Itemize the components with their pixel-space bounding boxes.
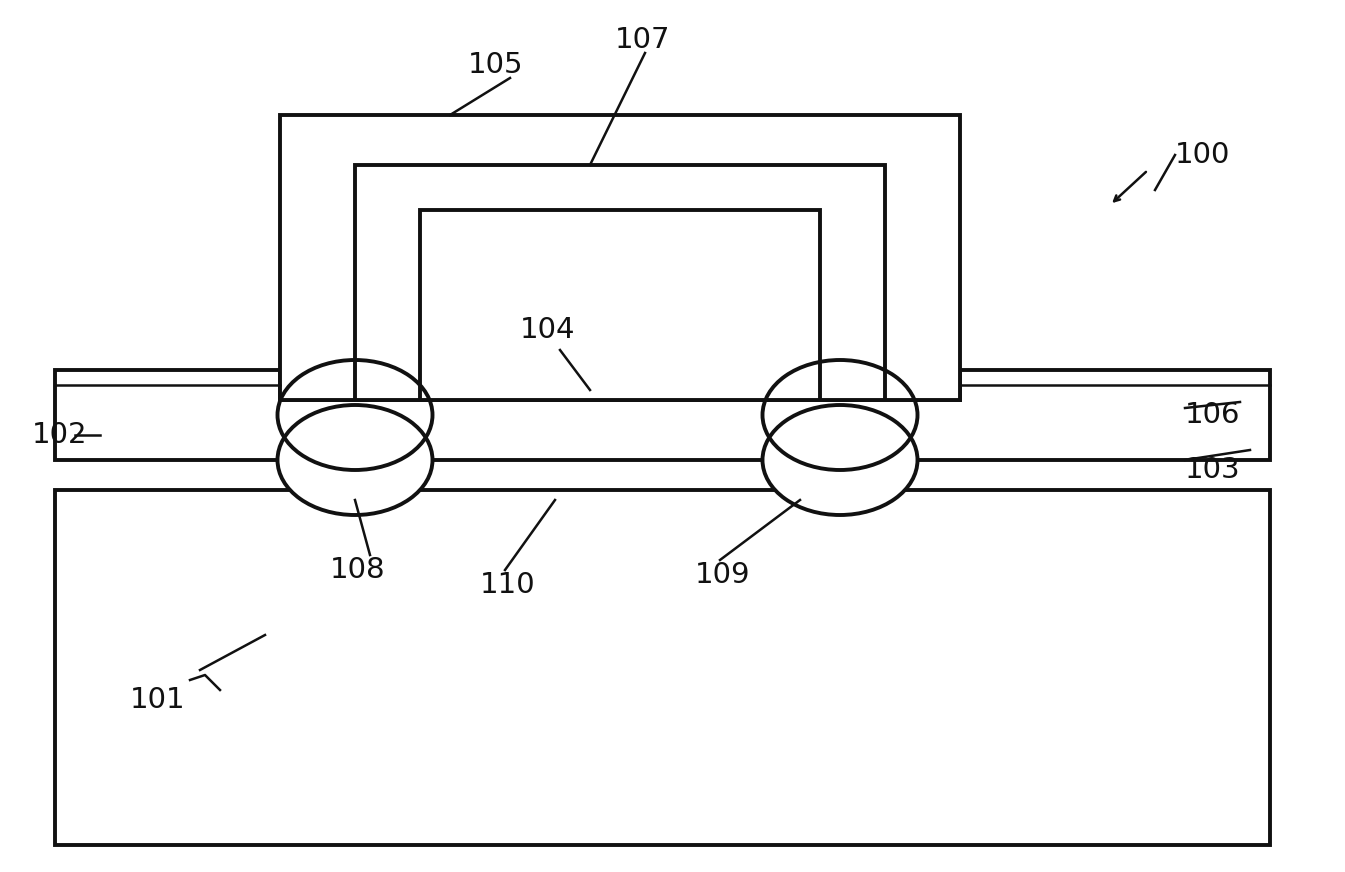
Text: 100: 100: [1176, 141, 1231, 169]
Polygon shape: [55, 370, 1270, 460]
Polygon shape: [420, 210, 820, 400]
Polygon shape: [280, 115, 960, 400]
Text: 109: 109: [695, 561, 751, 589]
Text: 105: 105: [468, 51, 523, 79]
Text: 101: 101: [130, 686, 186, 714]
Polygon shape: [355, 165, 885, 400]
Polygon shape: [55, 490, 1270, 845]
Text: 106: 106: [1185, 401, 1240, 429]
Text: 102: 102: [32, 421, 87, 449]
Text: 108: 108: [330, 556, 386, 584]
Text: 104: 104: [521, 316, 576, 344]
Ellipse shape: [277, 405, 433, 515]
Ellipse shape: [763, 405, 917, 515]
Text: 103: 103: [1185, 456, 1240, 484]
Text: 107: 107: [615, 26, 671, 54]
Text: 110: 110: [480, 571, 535, 599]
